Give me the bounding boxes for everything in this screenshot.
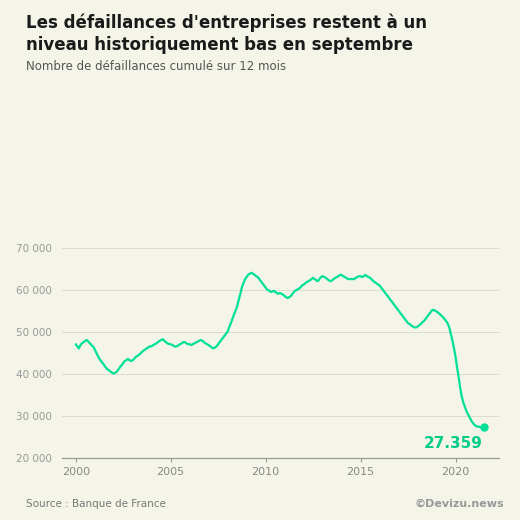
Text: Nombre de défaillances cumulé sur 12 mois: Nombre de défaillances cumulé sur 12 moi… bbox=[26, 60, 286, 73]
Text: 27.359: 27.359 bbox=[424, 436, 483, 451]
Text: niveau historiquement bas en septembre: niveau historiquement bas en septembre bbox=[26, 36, 413, 55]
Text: Source : Banque de France: Source : Banque de France bbox=[26, 499, 166, 509]
Text: ©Devizu.news: ©Devizu.news bbox=[415, 499, 504, 509]
Text: Les défaillances d'entreprises restent à un: Les défaillances d'entreprises restent à… bbox=[26, 13, 427, 32]
